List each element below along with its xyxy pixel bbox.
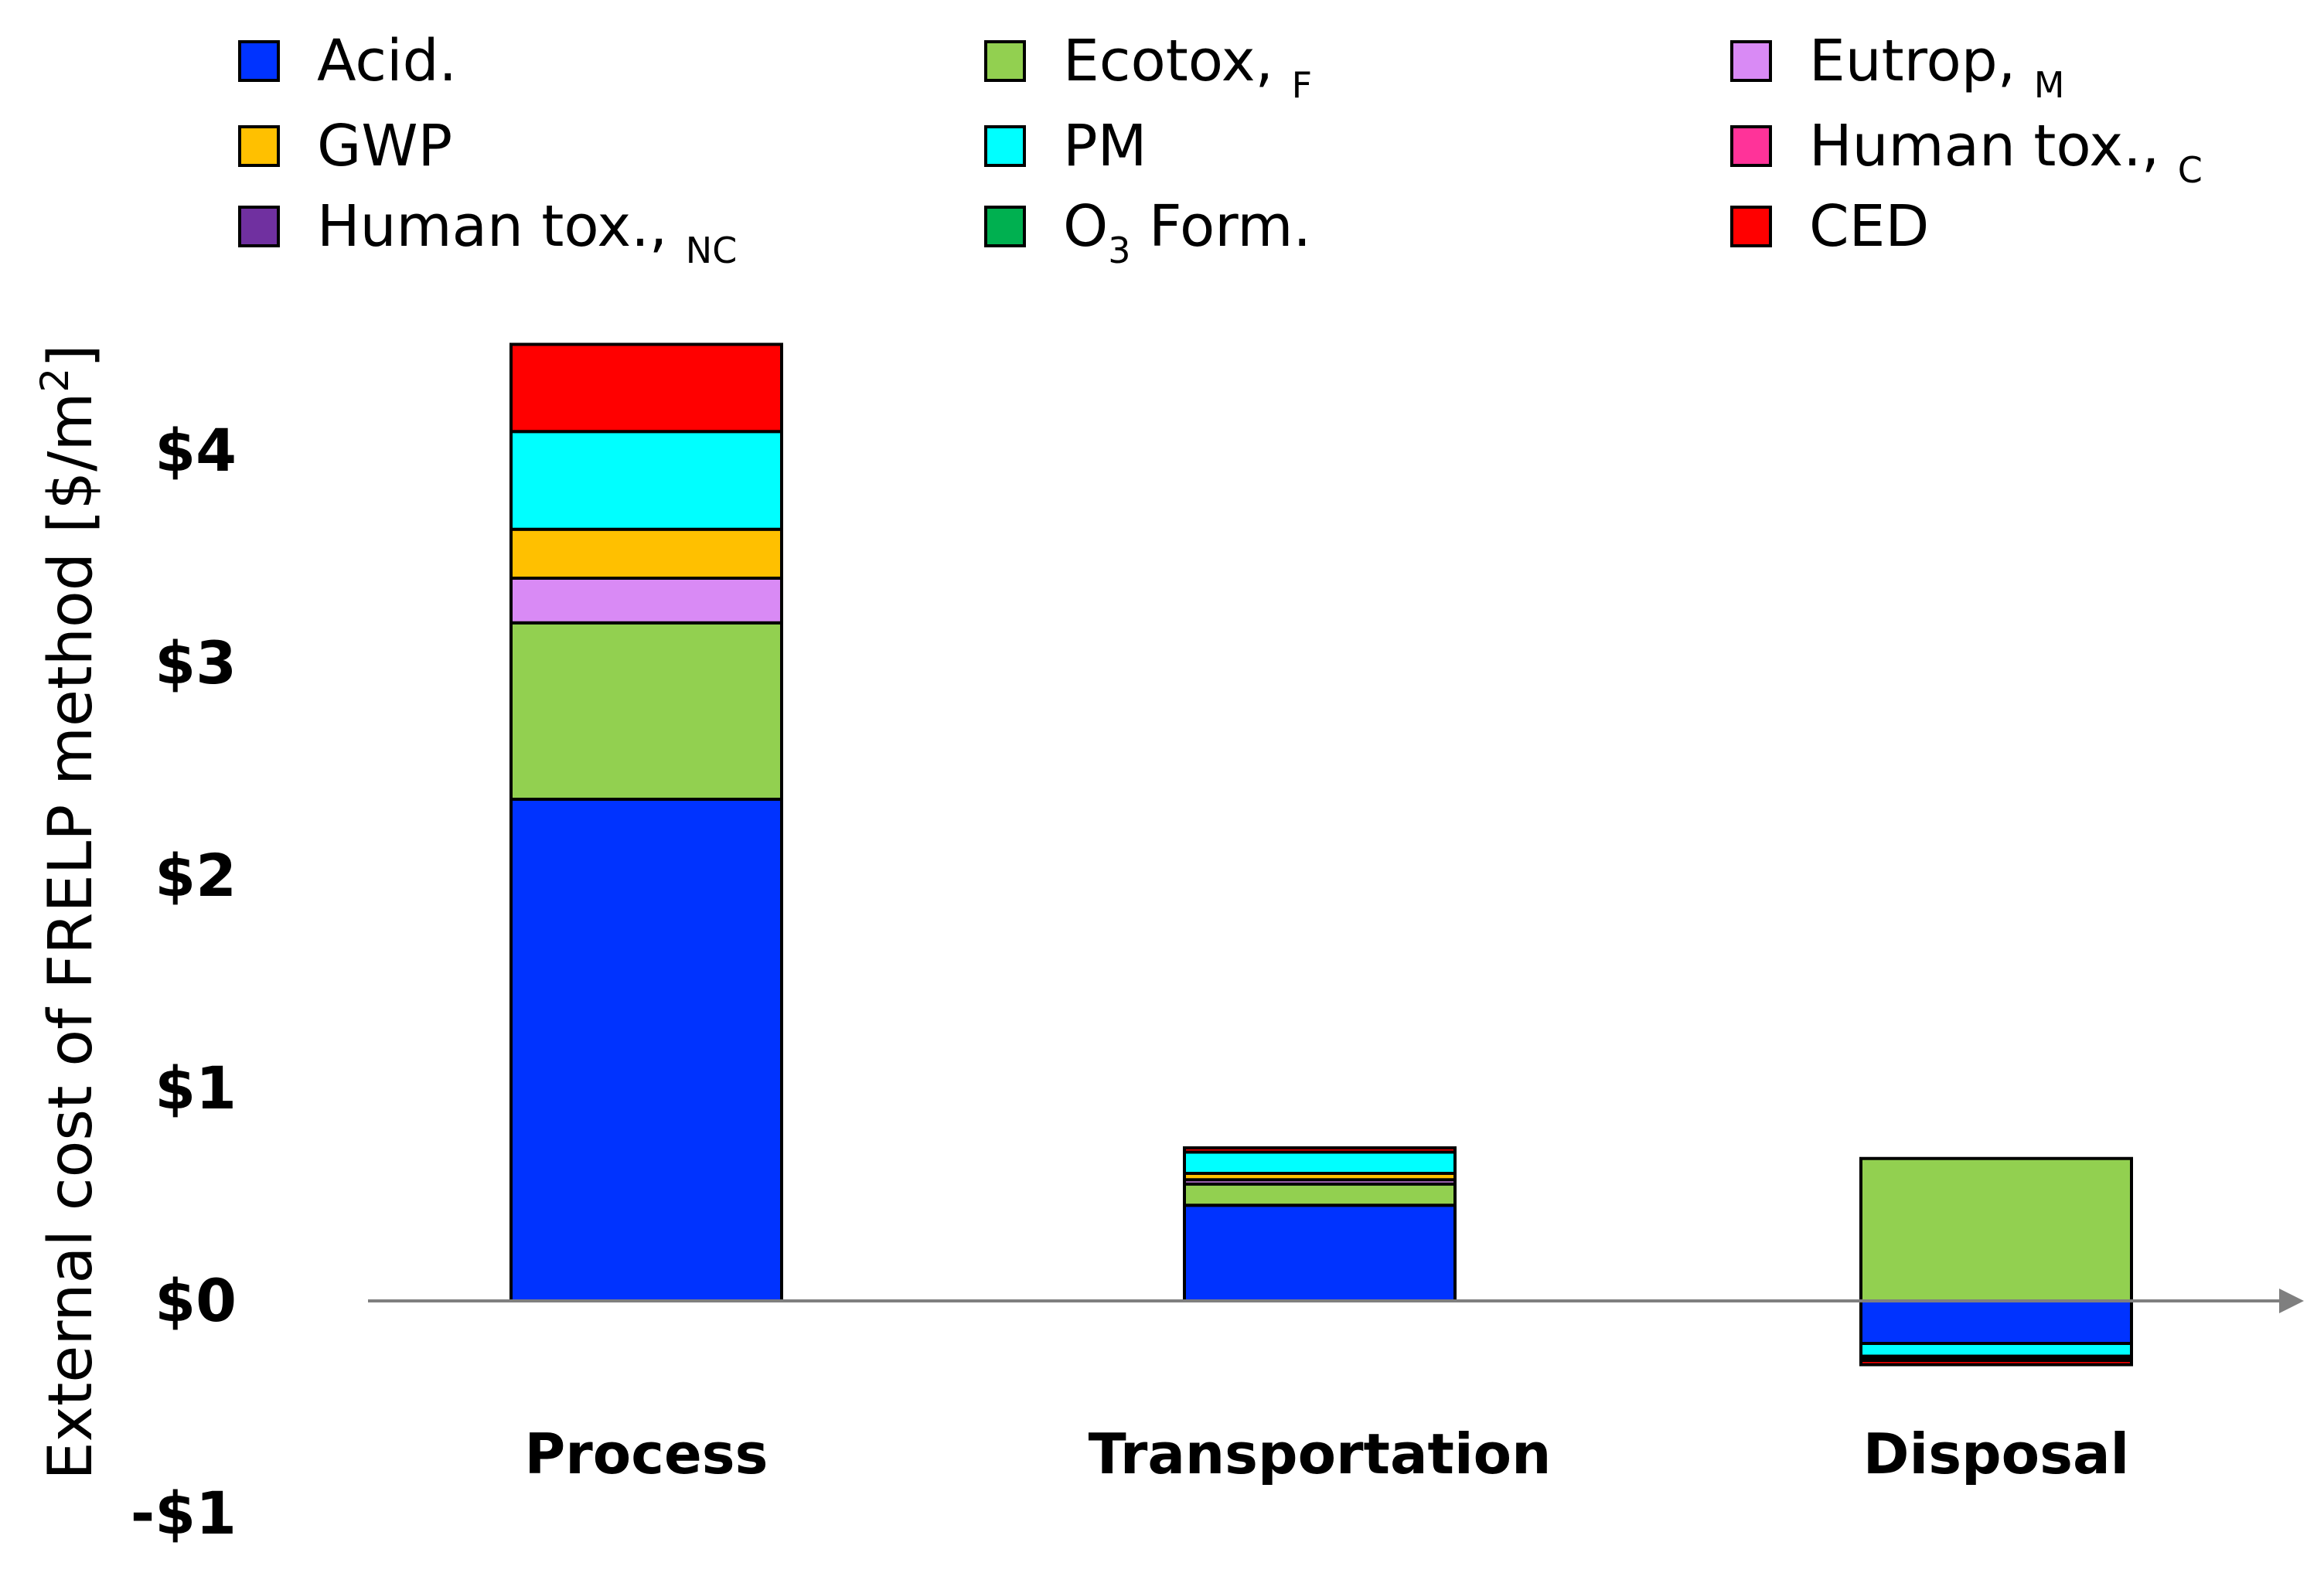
legend-label: GWP: [317, 113, 452, 179]
bars: [509, 342, 2133, 1367]
legend-label: PM: [1063, 113, 1147, 179]
legend-swatch: [1730, 125, 1772, 167]
legend-item-humantox_c: Human tox., C: [1730, 113, 2203, 191]
y-tick-label: $0: [155, 1266, 237, 1335]
x-axis: [368, 1289, 2304, 1313]
legend-item-pm: PM: [984, 113, 1147, 179]
bar-transportation-ecotox: [1183, 1182, 1457, 1207]
category-label: Transportation: [1089, 1421, 1552, 1486]
bar-disposal-ecotox: [1859, 1156, 2133, 1302]
legend-swatch: [238, 206, 280, 247]
y-axis-label-sup: 2: [32, 368, 77, 393]
legend-label: Human tox., NC: [317, 193, 737, 271]
bar-process-ced: [509, 342, 783, 434]
legend-label: Acid.: [317, 28, 457, 94]
legend-swatch: [1730, 40, 1772, 82]
y-tick-label: $2: [155, 841, 237, 910]
legend-swatch: [238, 125, 280, 167]
legend-label: Ecotox, F: [1063, 28, 1312, 106]
y-tick-label: $3: [155, 628, 237, 697]
bar-process-ecotox: [509, 621, 783, 801]
legend-swatch: [984, 206, 1026, 247]
y-tick-label: $1: [155, 1054, 237, 1122]
legend-label: Human tox., C: [1809, 113, 2203, 191]
bar-disposal-ced: [1859, 1359, 2133, 1367]
bar-transportation-pm: [1183, 1150, 1457, 1175]
y-axis-label: External cost of FRELP method [$/m2]: [32, 344, 106, 1479]
legend: Acid. Ecotox, F Eutrop, M GWP PM Human tox.,…: [238, 28, 2203, 271]
legend-item-humantox_nc: Human tox., NC: [238, 193, 737, 271]
bar-disposal-acid: [1859, 1299, 2133, 1345]
legend-item-gwp: GWP: [238, 113, 452, 179]
bar-disposal-pm: [1859, 1342, 2133, 1358]
bar-process-acid: [509, 798, 783, 1302]
legend-swatch: [984, 125, 1026, 167]
y-axis-label-main: External cost of FRELP method [$/m: [36, 393, 106, 1480]
category-label: Process: [525, 1421, 768, 1486]
category-labels: Process Transportation Disposal: [525, 1421, 2130, 1486]
y-tick-label: -$1: [131, 1479, 237, 1547]
category-label: Disposal: [1863, 1421, 2129, 1486]
legend-label: Eutrop, M: [1809, 28, 2064, 106]
legend-item-o3: O3 Form.: [984, 193, 1311, 271]
bar-process-eutrop: [509, 577, 783, 625]
bar-transportation-acid: [1183, 1204, 1457, 1302]
y-axis-label-close: ]: [36, 344, 106, 367]
legend-label: O3 Form.: [1063, 193, 1311, 271]
legend-label: CED: [1809, 193, 1929, 260]
legend-item-eutrop: Eutrop, M: [1730, 28, 2064, 106]
legend-swatch: [984, 40, 1026, 82]
legend-item-acid: Acid.: [238, 28, 457, 94]
bar-process-gwp: [509, 527, 783, 580]
legend-item-ced: CED: [1730, 193, 1929, 260]
bar-process-pm: [509, 430, 783, 531]
y-tick-labels: $4 $3 $2 $1 $0 -$1: [131, 416, 237, 1547]
axis-arrow-icon: [2279, 1289, 2304, 1313]
legend-swatch: [238, 40, 280, 82]
legend-swatch: [1730, 206, 1772, 247]
legend-item-ecotox: Ecotox, F: [984, 28, 1312, 106]
bar-transportation-ced: [1183, 1146, 1457, 1154]
y-tick-label: $4: [155, 416, 237, 485]
